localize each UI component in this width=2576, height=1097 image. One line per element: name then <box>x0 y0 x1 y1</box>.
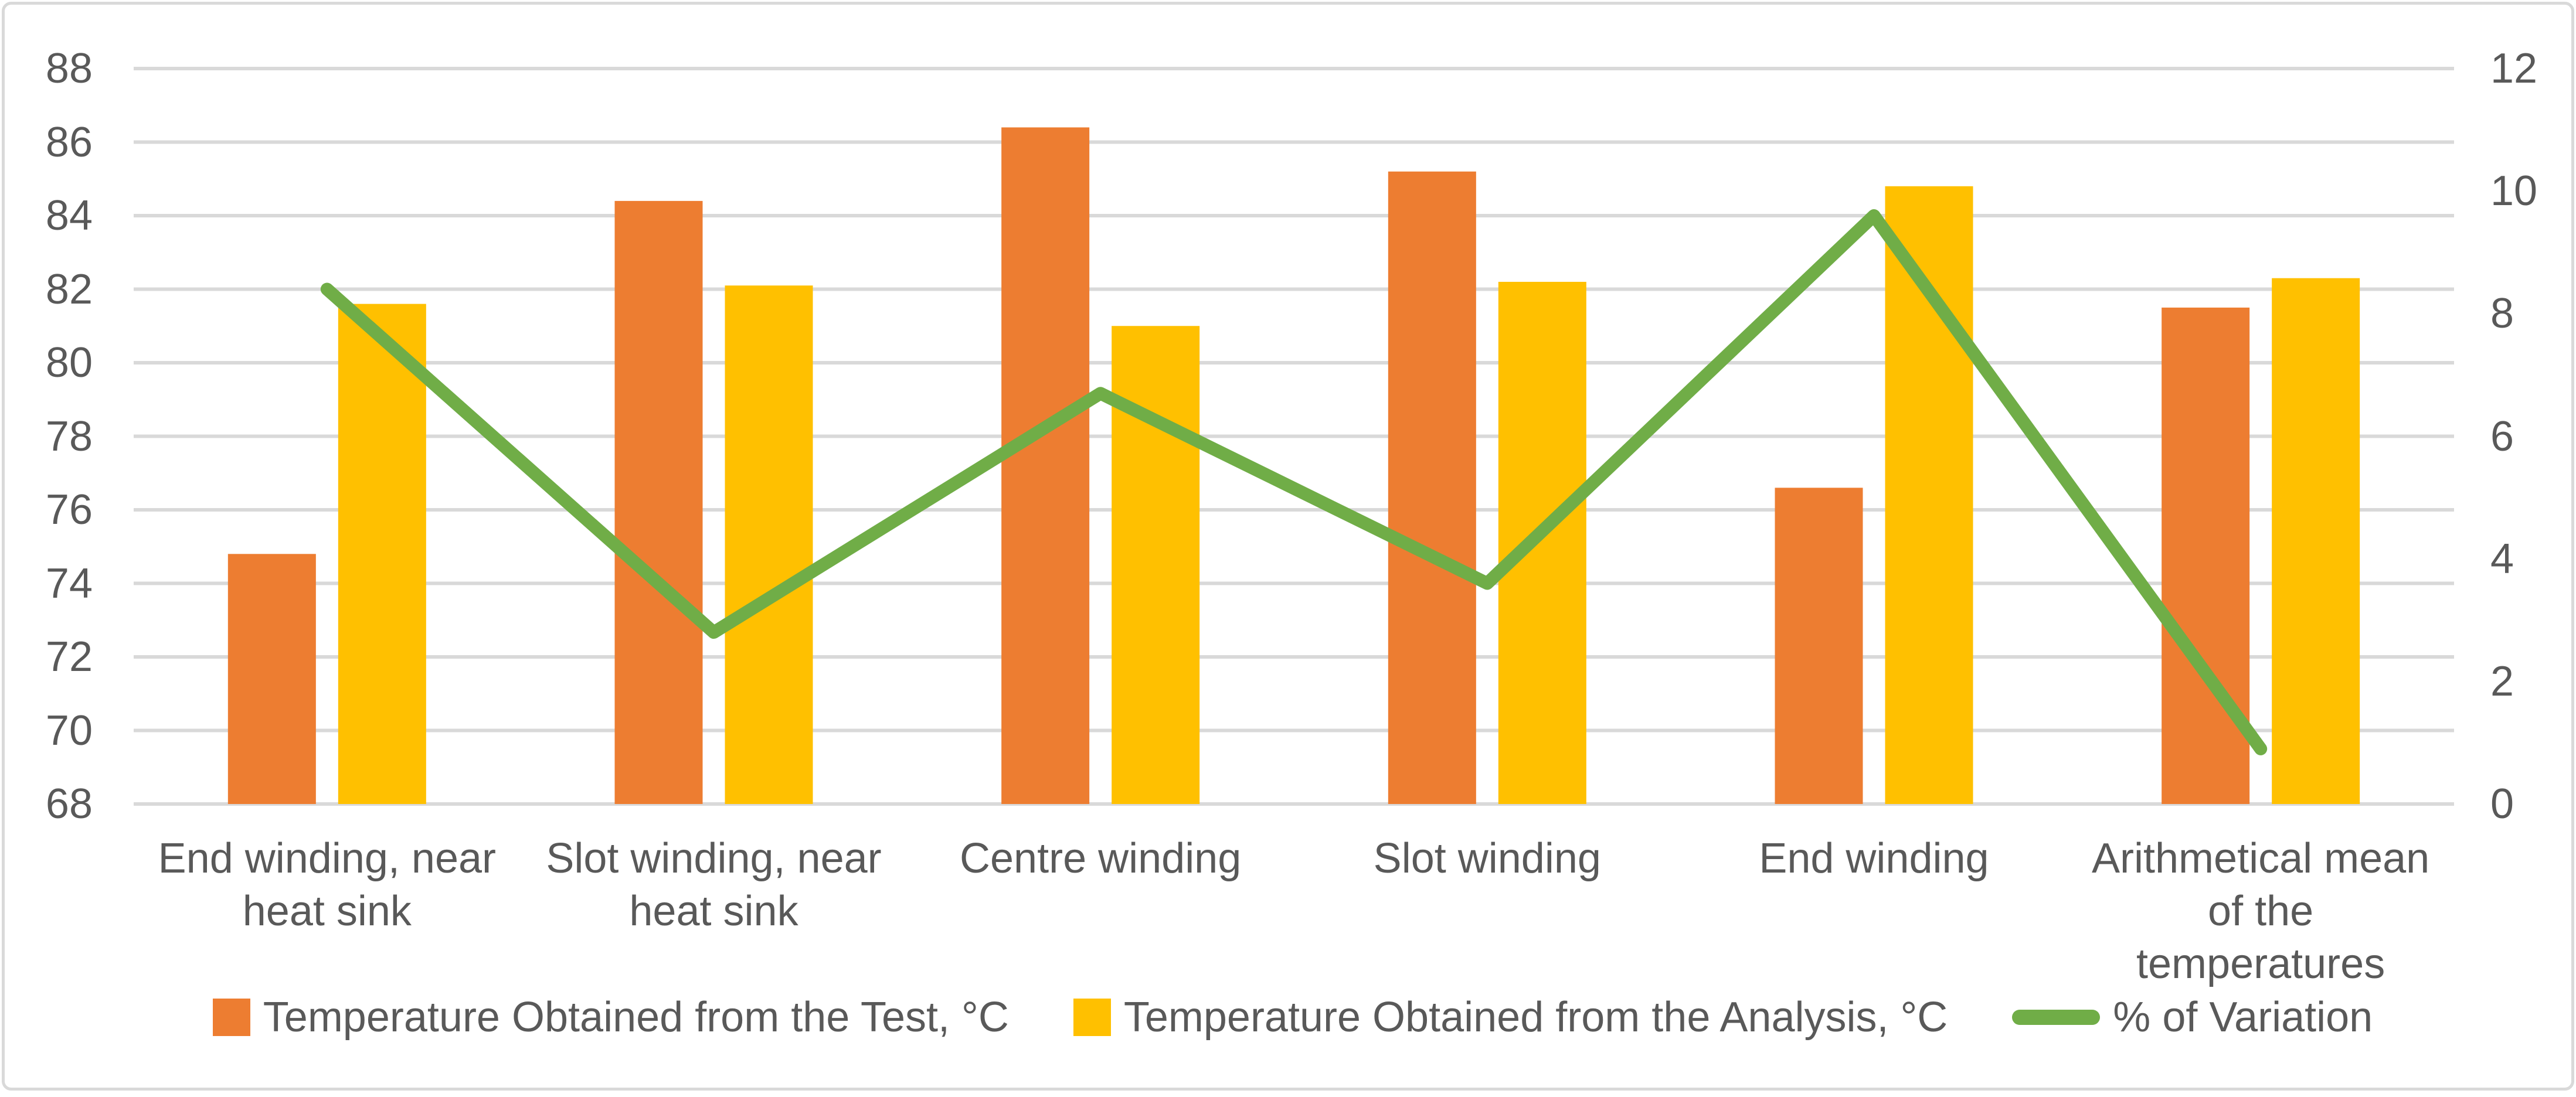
legend-item-2: % of Variation <box>2012 989 2373 1045</box>
bar-analysis-5 <box>2272 278 2360 804</box>
legend-square-swatch-icon <box>1073 999 1111 1036</box>
y-left-tick: 76 <box>5 483 93 536</box>
y-left-tick: 68 <box>5 778 93 830</box>
category-label-0: End winding, near heat sink <box>134 832 521 938</box>
bar-analysis-0 <box>338 304 426 804</box>
y-left-tick: 82 <box>5 263 93 316</box>
y-left-tick: 88 <box>5 42 93 95</box>
category-label-3: Slot winding <box>1294 832 1681 885</box>
gridlines <box>134 69 2454 804</box>
legend-label: % of Variation <box>2113 989 2373 1045</box>
bar-test-0 <box>228 554 316 804</box>
bar-test-5 <box>2162 308 2249 804</box>
legend-label: Temperature Obtained from the Test, °C <box>263 989 1009 1045</box>
category-label-2: Centre winding <box>907 832 1294 885</box>
chart-legend: Temperature Obtained from the Test, °C Te… <box>5 989 2576 1045</box>
bar-analysis-2 <box>1112 326 1199 804</box>
bar-test-2 <box>1001 127 1089 804</box>
category-label-1: Slot winding, near heat sink <box>521 832 908 938</box>
bar-test-1 <box>615 201 703 804</box>
y-left-tick: 86 <box>5 116 93 169</box>
bar-test-4 <box>1775 488 1863 804</box>
bar-analysis-3 <box>1498 282 1586 804</box>
y-right-tick: 12 <box>2490 42 2576 95</box>
y-left-tick: 78 <box>5 410 93 463</box>
y-right-tick: 2 <box>2490 655 2576 708</box>
y-left-tick: 80 <box>5 336 93 389</box>
legend-item-1: Temperature Obtained from the Analysis, … <box>1073 989 1948 1045</box>
y-right-tick: 8 <box>2490 287 2576 340</box>
y-right-tick: 0 <box>2490 778 2576 830</box>
legend-line-swatch-icon <box>2012 1010 2100 1025</box>
category-label-4: End winding <box>1681 832 2068 885</box>
y-left-tick: 72 <box>5 631 93 683</box>
bar-test-3 <box>1388 172 1476 804</box>
legend-item-0: Temperature Obtained from the Test, °C <box>213 989 1009 1045</box>
bar-analysis-1 <box>725 285 813 804</box>
y-right-tick: 6 <box>2490 410 2576 463</box>
bar-analysis-4 <box>1885 186 1973 804</box>
legend-label: Temperature Obtained from the Analysis, … <box>1124 989 1948 1045</box>
y-left-tick: 74 <box>5 557 93 610</box>
y-right-tick: 4 <box>2490 533 2576 585</box>
y-left-tick: 84 <box>5 189 93 242</box>
legend-square-swatch-icon <box>213 999 250 1036</box>
y-left-tick: 70 <box>5 704 93 757</box>
category-label-5: Arithmetical mean of the temperatures <box>2067 832 2454 990</box>
y-right-tick: 10 <box>2490 165 2576 217</box>
